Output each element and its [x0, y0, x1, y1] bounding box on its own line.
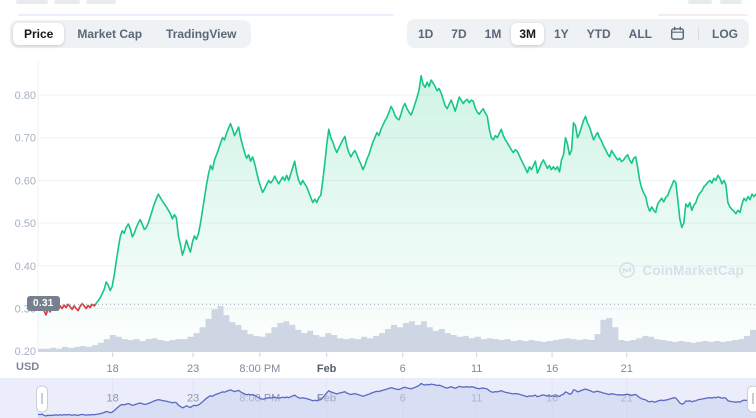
x-axis-label: 21 — [621, 363, 633, 375]
y-axis-label: 0.60 — [15, 175, 36, 187]
calendar-icon — [670, 26, 685, 40]
x-axis-label: 18 — [107, 363, 119, 375]
range-all[interactable]: ALL — [621, 23, 660, 45]
y-axis-label: 0.20 — [15, 346, 36, 358]
x-axis-label: 23 — [187, 363, 199, 375]
price-line — [37, 75, 756, 316]
watermark-text: CoinMarketCap — [642, 262, 744, 278]
x-axis: 18 23 8:00 PM Feb 6 11 16 21 — [107, 352, 633, 375]
brush-area-fill — [38, 383, 756, 418]
brush-right-handle[interactable] — [747, 385, 756, 413]
top-cutoff-remnant — [688, 0, 712, 4]
toolbar-divider — [698, 26, 699, 41]
x-axis-label: 6 — [400, 363, 406, 375]
top-cutoff-remnant — [720, 0, 742, 4]
x-axis-label: 8:00 PM — [239, 363, 280, 375]
range-7d[interactable]: 7D — [443, 23, 474, 45]
x-axis-label: Feb — [317, 363, 337, 375]
top-cutoff-hairline — [18, 14, 394, 16]
range-1d[interactable]: 1D — [410, 23, 441, 45]
tab-price[interactable]: Price — [13, 23, 65, 45]
range-selector: 1D 7D 1M 3M 1Y YTD ALL LOG — [406, 19, 749, 48]
tab-tradingview[interactable]: TradingView — [155, 23, 247, 45]
brush-left-handle[interactable] — [36, 385, 48, 413]
volume-bars — [38, 306, 756, 352]
chart-toolbar: Price Market Cap TradingView 1D 7D 1M 3M 1Y YTD… — [0, 0, 756, 56]
range-ytd[interactable]: YTD — [579, 23, 619, 45]
y-axis-label: 0.50 — [15, 218, 36, 230]
calendar-button[interactable] — [662, 22, 693, 45]
x-axis-label: 11 — [471, 363, 482, 375]
y-axis-label: 0.40 — [15, 261, 36, 273]
x-axis-label: 16 — [546, 363, 558, 375]
brush-axis-label: 23 — [187, 393, 199, 405]
top-cutoff-remnant — [16, 0, 48, 4]
coinmarketcap-watermark: CoinMarketCap — [618, 261, 744, 279]
coinmarketcap-logo-icon — [619, 262, 636, 278]
top-cutoff-hairline — [658, 14, 748, 16]
top-cutoff-remnant — [54, 0, 80, 4]
brush-line — [37, 382, 756, 417]
chart-type-tabs: Price Market Cap TradingView — [10, 20, 251, 48]
log-scale-toggle[interactable]: LOG — [704, 23, 746, 45]
price-area-fill — [38, 75, 756, 353]
tab-market-cap[interactable]: Market Cap — [66, 23, 153, 45]
y-axis-label: 0.80 — [15, 90, 36, 102]
top-cutoff-remnant — [86, 0, 116, 4]
y-axis-label: 0.70 — [15, 133, 36, 145]
baseline-price-badge: 0.31 — [27, 296, 60, 311]
currency-unit-label: USD — [16, 361, 40, 373]
range-3m[interactable]: 3M — [511, 22, 544, 45]
range-1y[interactable]: 1Y — [546, 23, 577, 45]
brush-axis-label: 18 — [107, 393, 119, 405]
range-1m[interactable]: 1M — [477, 23, 510, 45]
